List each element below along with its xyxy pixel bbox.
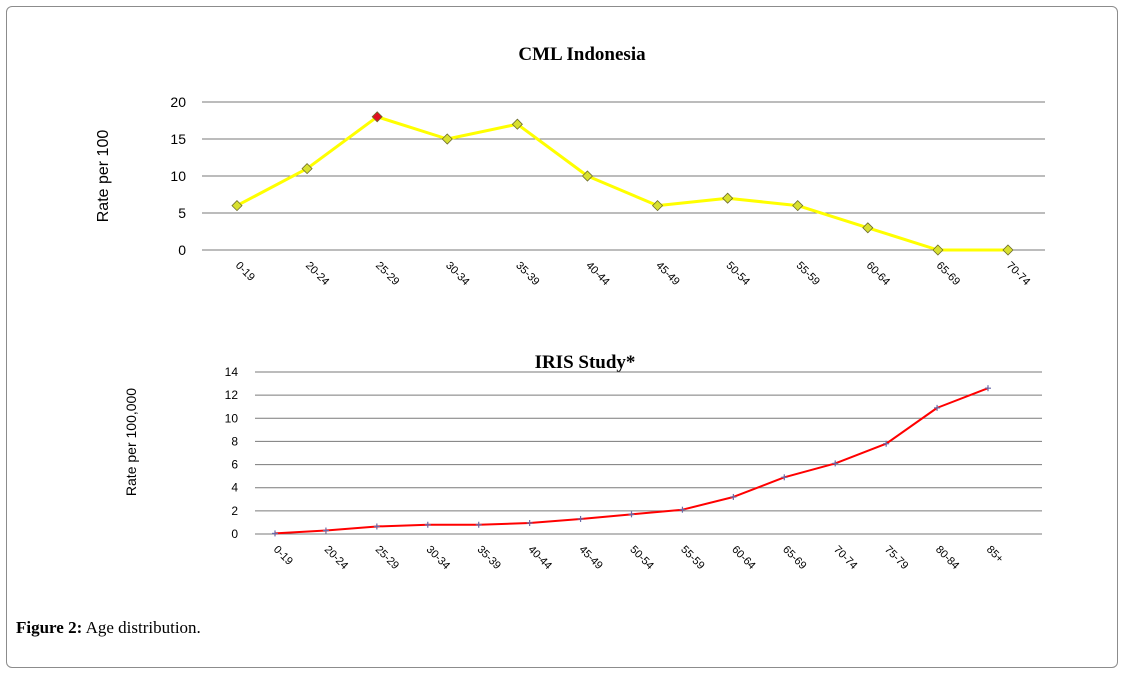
x-tick-label: 65-69 (780, 544, 808, 572)
caption-label: Figure 2: (16, 618, 83, 637)
data-point (577, 515, 584, 522)
y-tick-label: 15 (170, 131, 186, 147)
chart2-x-ticks: 0-19 20-24 25-29 30-34 35-39 40-44 45-49 50-54 5… (271, 544, 1006, 572)
data-point (862, 222, 874, 234)
data-point (231, 200, 243, 212)
chart1-series (231, 111, 1014, 256)
y-tick-label: 14 (225, 365, 239, 379)
x-tick-label: 75-79 (882, 544, 910, 572)
chart1-y-ticks: 0 5 10 15 20 (170, 94, 186, 258)
data-point (371, 111, 383, 123)
data-point (932, 244, 944, 256)
x-tick-label: 40-44 (583, 260, 611, 288)
x-tick-label: 85+ (984, 544, 1006, 566)
data-point (441, 133, 453, 145)
x-tick-label: 60-64 (729, 544, 757, 572)
x-tick-label: 35-39 (475, 544, 503, 572)
data-point (651, 200, 664, 212)
caption-text: Age distribution. (82, 618, 201, 637)
data-point (730, 493, 737, 500)
x-tick-label: 35-39 (513, 260, 541, 288)
x-tick-label: 0-19 (233, 260, 257, 284)
series-line (236, 115, 1008, 252)
data-point (272, 530, 278, 537)
y-tick-label: 12 (225, 388, 239, 402)
x-tick-label: 40-44 (526, 544, 554, 572)
data-point (581, 170, 594, 182)
data-point (722, 192, 734, 204)
x-tick-label: 50-54 (627, 544, 655, 572)
x-tick-label: 55-59 (678, 544, 706, 572)
chart2-gridlines (255, 371, 1042, 535)
y-tick-label: 20 (170, 94, 186, 110)
figure-caption: Figure 2: Age distribution. (16, 618, 201, 638)
x-tick-label: 65-69 (934, 260, 962, 288)
data-point (985, 385, 991, 392)
x-tick-label: 25-29 (373, 260, 401, 288)
data-point (781, 474, 788, 481)
y-tick-label: 5 (178, 205, 186, 221)
x-tick-label: 70-74 (831, 544, 859, 572)
chart2-series (272, 385, 991, 537)
x-tick-label: 70-74 (1004, 260, 1032, 288)
chart1-ylabel: Rate per 100 (95, 130, 112, 223)
y-tick-label: 2 (231, 504, 238, 518)
data-point (511, 118, 523, 130)
y-tick-label: 8 (231, 434, 238, 448)
data-point (934, 404, 941, 411)
x-tick-label: 20-24 (322, 544, 350, 572)
x-tick-label: 30-34 (424, 544, 452, 572)
x-tick-label: 20-24 (303, 260, 331, 288)
chart2-title: IRIS Study* (535, 352, 636, 373)
data-point (832, 460, 839, 467)
data-point (301, 163, 313, 175)
data-point (373, 523, 380, 530)
data-point (628, 511, 635, 518)
x-tick-label: 0-19 (271, 544, 295, 568)
y-tick-label: 10 (225, 411, 239, 425)
data-point (424, 521, 431, 528)
data-point (792, 200, 804, 212)
chart1-gridlines (202, 101, 1045, 251)
data-point (883, 440, 890, 447)
data-point (1002, 244, 1014, 256)
y-tick-label: 10 (170, 168, 186, 184)
data-point (526, 520, 533, 527)
data-point (679, 506, 686, 513)
figure-frame (6, 6, 1118, 668)
x-tick-label: 45-49 (576, 544, 604, 572)
y-tick-label: 0 (231, 527, 238, 541)
y-tick-label: 0 (178, 242, 186, 258)
x-tick-label: 50-54 (724, 260, 752, 288)
x-tick-label: 45-49 (653, 260, 681, 288)
x-tick-label: 80-84 (933, 544, 961, 572)
chart1-title: CML Indonesia (518, 44, 646, 65)
y-tick-label: 4 (231, 481, 238, 495)
x-tick-label: 25-29 (373, 544, 401, 572)
chart1-x-ticks: 0-19 20-24 25-29 30-34 35-39 40-44 45-49 50-54 5… (233, 260, 1032, 288)
data-point (475, 521, 482, 528)
chart2-ylabel: Rate per 100,000 (123, 388, 139, 496)
chart2-y-ticks: 0 2 4 6 8 10 12 14 (225, 365, 239, 541)
y-tick-label: 6 (231, 458, 238, 472)
x-tick-label: 55-59 (794, 260, 822, 288)
x-tick-label: 60-64 (864, 260, 892, 288)
x-tick-label: 30-34 (443, 260, 471, 288)
data-point (322, 527, 329, 534)
